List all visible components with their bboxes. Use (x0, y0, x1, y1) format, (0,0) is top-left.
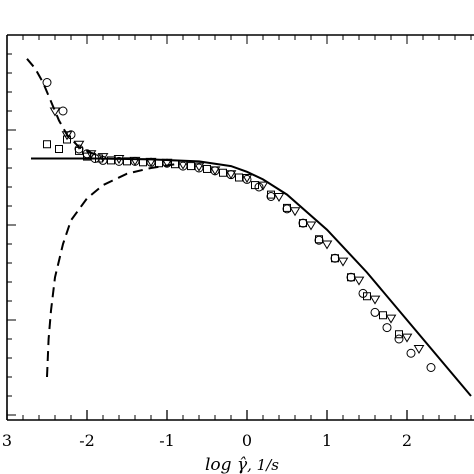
data-point-circle (58, 106, 68, 116)
data-point-triangle (401, 333, 413, 343)
data-point-square (379, 311, 387, 320)
data-point-square (171, 160, 179, 169)
data-point-triangle (225, 170, 237, 180)
data-point-square (187, 162, 195, 171)
data-point-triangle (177, 160, 189, 170)
x-tick-label: 1 (322, 431, 332, 450)
data-point-triangle (193, 162, 205, 172)
x-axis-label-main: log (205, 455, 237, 474)
data-point-square (75, 146, 83, 155)
data-point-triangle (145, 157, 157, 167)
data-point-square (123, 157, 131, 166)
line-group (26, 58, 472, 397)
data-point-square (347, 273, 355, 282)
x-tick-label: -2 (79, 431, 95, 450)
x-tick-label: 0 (242, 431, 252, 450)
data-point-triangle (209, 166, 221, 176)
data-point-circle (370, 307, 380, 317)
data-point-circle (382, 323, 392, 333)
data-point-triangle (129, 156, 141, 166)
data-point-square (219, 168, 227, 177)
point-group (42, 78, 436, 372)
data-point-square (107, 156, 115, 165)
data-point-circle (406, 348, 416, 358)
tick-label-group: 3 -2 -1 0 1 2 (2, 431, 412, 450)
data-point-circle (346, 272, 356, 282)
x-axis-label-unit: , 1/s (247, 456, 279, 474)
data-point-triangle (385, 314, 397, 324)
data-point-triangle (61, 131, 73, 141)
solid-curve (31, 157, 472, 397)
data-point-square (55, 145, 63, 153)
data-point-square (203, 164, 211, 173)
data-point-square (139, 158, 147, 167)
data-point-triangle (257, 181, 269, 191)
data-point-triangle (85, 150, 97, 160)
data-point-triangle (161, 158, 173, 168)
data-point-square (395, 330, 403, 339)
data-point-triangle (369, 295, 381, 305)
data-point-square (267, 190, 275, 199)
data-point-triangle (49, 107, 61, 117)
plot-frame (6, 34, 474, 421)
data-point-triangle (337, 257, 349, 267)
data-point-circle (394, 334, 404, 344)
data-point-triangle (305, 221, 317, 231)
dashed-curve (46, 163, 176, 378)
data-point-circle (330, 253, 340, 263)
data-point-circle (266, 192, 276, 201)
data-point-square (235, 173, 243, 182)
data-point-triangle (413, 345, 425, 354)
x-axis-label-symbol: γ̂ (237, 455, 248, 474)
data-point-square (63, 135, 71, 144)
data-point-triangle (97, 153, 109, 163)
data-point-triangle (289, 207, 301, 217)
x-tick-label: -1 (159, 431, 175, 450)
data-point-triangle (273, 193, 285, 202)
data-point-triangle (73, 140, 85, 150)
x-tick-label: 3 (2, 431, 12, 450)
data-point-square (331, 254, 339, 263)
data-point-circle (426, 363, 436, 372)
data-point-square (43, 140, 51, 149)
data-point-square (251, 181, 259, 190)
x-tick-label: 2 (402, 431, 412, 450)
data-point-square (299, 219, 307, 228)
data-point-square (315, 235, 323, 244)
data-point-triangle (321, 240, 333, 250)
data-point-circle (42, 78, 52, 87)
tick-group (6, 35, 472, 420)
data-point-triangle (353, 276, 365, 286)
data-point-triangle (113, 155, 125, 164)
data-point-square (155, 159, 163, 168)
x-axis-label: log γ̂, 1/s (205, 455, 279, 474)
data-point-triangle (241, 174, 253, 183)
data-point-circle (298, 218, 308, 228)
